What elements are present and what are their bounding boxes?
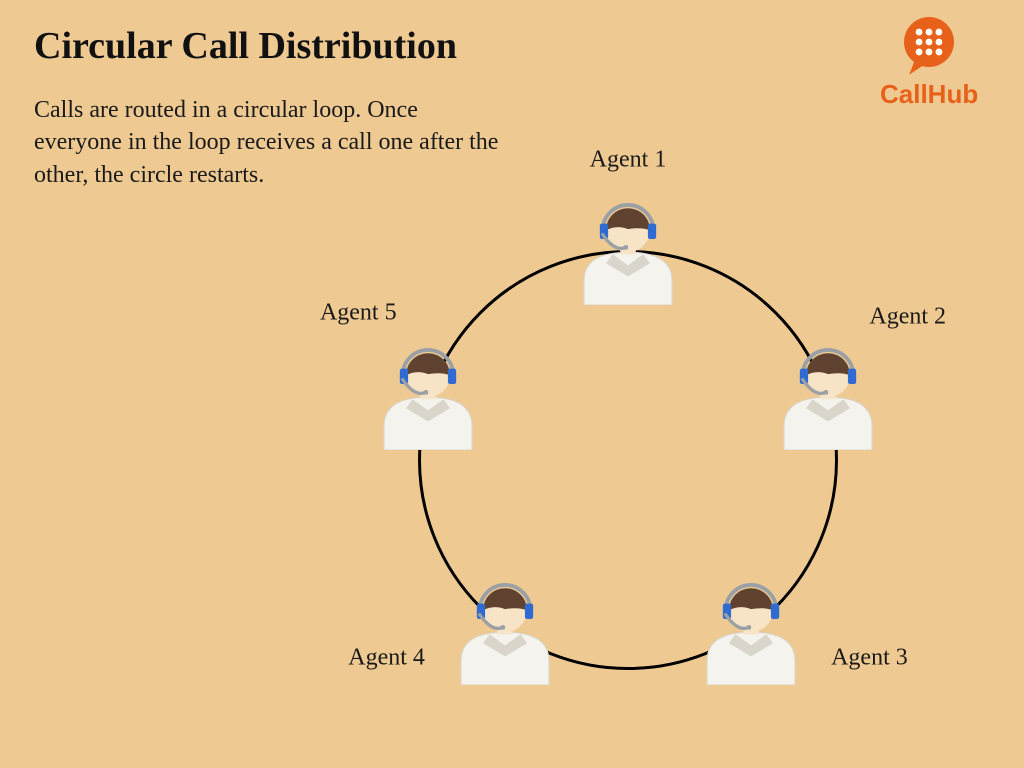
speech-bubble-icon (898, 14, 960, 76)
agent-node (773, 340, 883, 450)
agent-headset-icon (696, 575, 806, 685)
agent-headset-icon (573, 195, 683, 305)
agent-label: Agent 1 (590, 147, 667, 174)
agent-headset-icon (450, 575, 560, 685)
brand-name: CallHub (880, 79, 978, 110)
agent-node (373, 340, 483, 450)
agent-headset-icon (373, 340, 483, 450)
agent-label: Agent 3 (831, 644, 908, 671)
agent-label: Agent 4 (348, 644, 425, 671)
agent-node (573, 195, 683, 305)
agent-label: Agent 5 (320, 300, 397, 327)
agent-headset-icon (773, 340, 883, 450)
description-text: Calls are routed in a circular loop. Onc… (34, 94, 504, 191)
agent-node (450, 575, 560, 685)
brand-logo: CallHub (880, 14, 978, 110)
infographic-canvas: Circular Call Distribution Calls are rou… (0, 0, 1024, 768)
page-title: Circular Call Distribution (34, 24, 457, 68)
agent-label: Agent 2 (869, 304, 946, 331)
agent-node (696, 575, 806, 685)
